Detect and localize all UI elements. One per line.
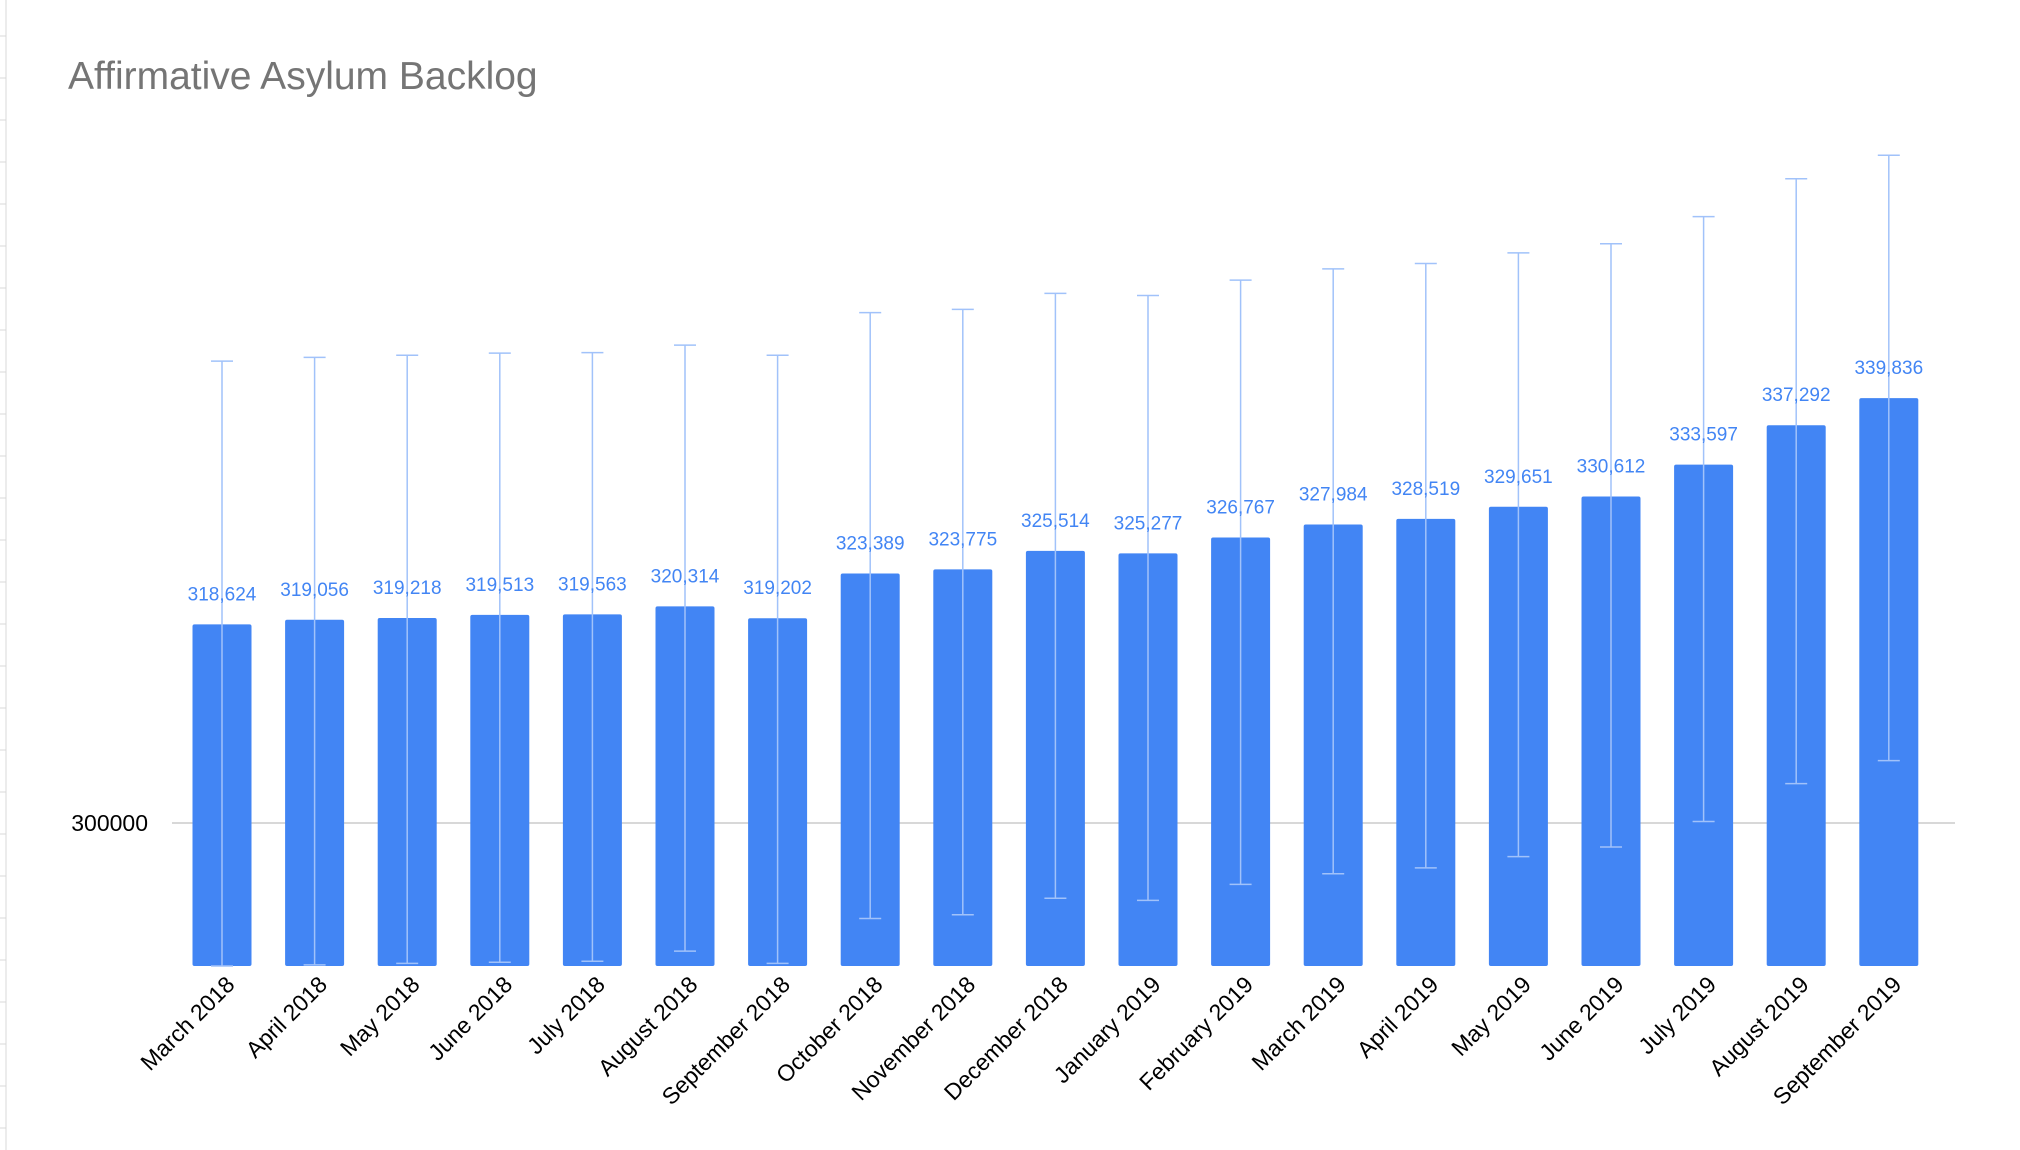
data-label: 319,202: [743, 578, 812, 599]
data-label: 320,314: [651, 566, 720, 587]
data-label: 319,563: [558, 574, 627, 595]
data-labels-layer: 318,624 319,056 319,218 319,513 319,563 320,3…: [188, 358, 1923, 605]
y-tick-label: 300000: [71, 810, 148, 836]
data-label: 328,519: [1391, 479, 1460, 500]
left-edge-rule: [0, 0, 7, 1150]
data-label: 319,218: [373, 578, 442, 599]
data-label: 318,624: [188, 584, 257, 605]
data-label: 339,836: [1854, 358, 1923, 379]
error-bars-layer: [211, 154, 1900, 967]
data-label: 329,651: [1484, 467, 1553, 488]
data-label: 323,389: [836, 534, 905, 555]
data-label: 319,056: [280, 580, 349, 601]
data-label: 337,292: [1762, 385, 1831, 406]
data-label: 319,513: [465, 575, 534, 596]
data-label: 327,984: [1299, 485, 1368, 506]
data-label: 333,597: [1669, 425, 1738, 446]
data-label: 325,277: [1114, 513, 1183, 534]
data-label: 323,775: [928, 529, 997, 550]
data-label: 326,767: [1206, 498, 1275, 519]
data-label: 325,514: [1021, 511, 1090, 532]
chart-title: Affirmative Asylum Backlog: [68, 55, 538, 98]
data-label: 330,612: [1577, 457, 1646, 478]
